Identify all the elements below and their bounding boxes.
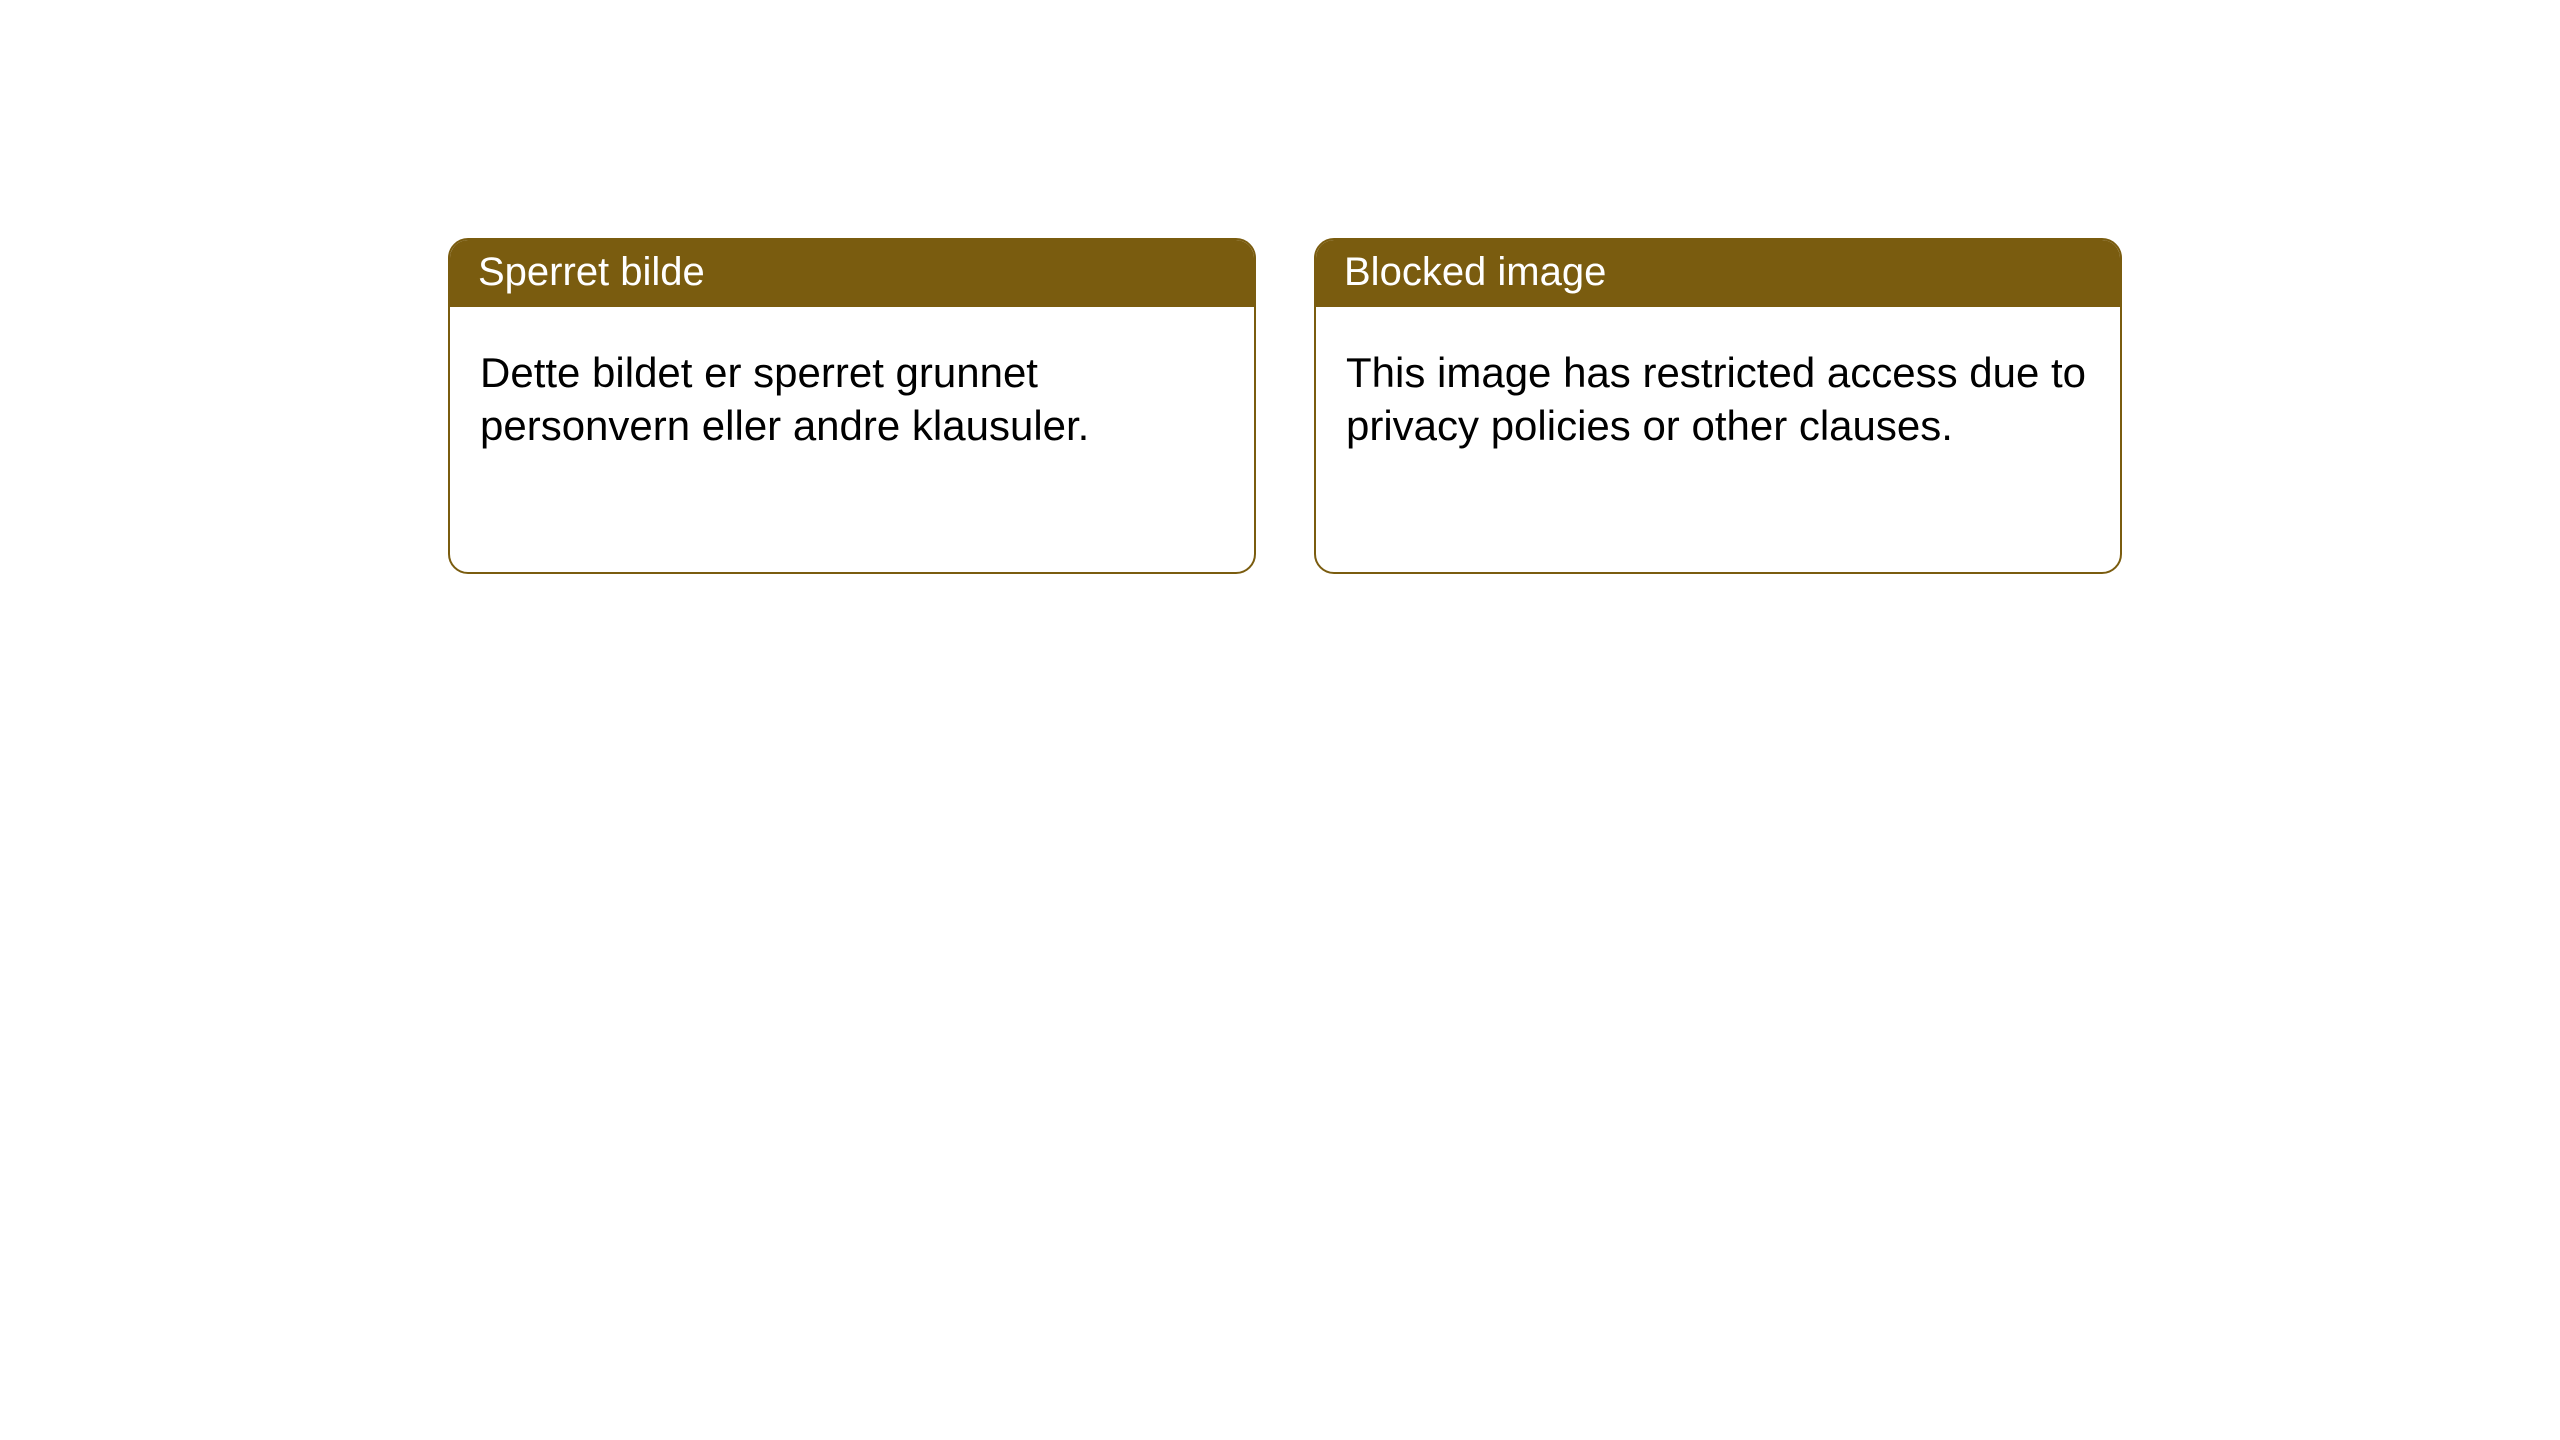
card-header: Blocked image <box>1316 240 2120 307</box>
card-title: Sperret bilde <box>478 250 705 294</box>
cards-container: Sperret bilde Dette bildet er sperret gr… <box>0 0 2560 574</box>
card-message: Dette bildet er sperret grunnet personve… <box>480 349 1089 449</box>
card-message: This image has restricted access due to … <box>1346 349 2086 449</box>
blocked-image-card-en: Blocked image This image has restricted … <box>1314 238 2122 574</box>
card-body: Dette bildet er sperret grunnet personve… <box>450 307 1254 492</box>
card-header: Sperret bilde <box>450 240 1254 307</box>
card-title: Blocked image <box>1344 250 1606 294</box>
card-body: This image has restricted access due to … <box>1316 307 2120 492</box>
blocked-image-card-no: Sperret bilde Dette bildet er sperret gr… <box>448 238 1256 574</box>
